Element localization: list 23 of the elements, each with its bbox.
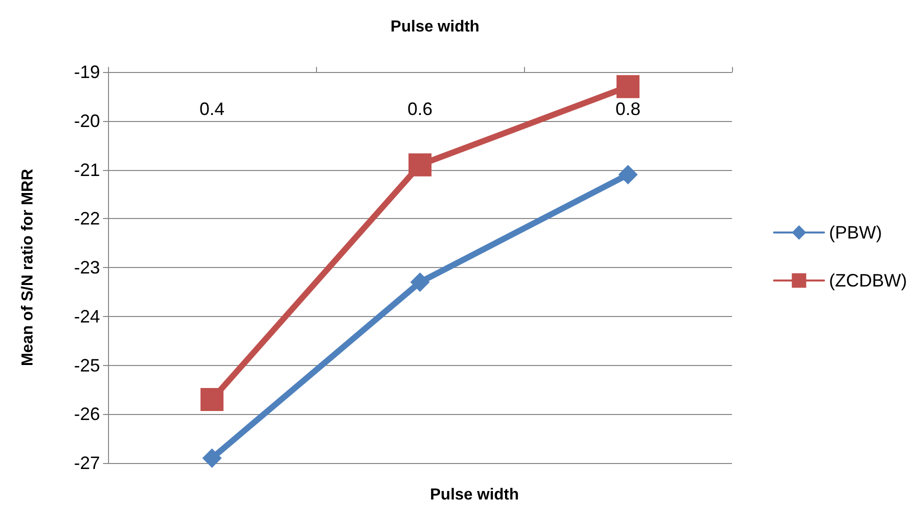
y-tick-label: -19: [74, 62, 100, 82]
y-tick-label: -21: [74, 160, 100, 180]
point: [618, 165, 638, 184]
x-tick-label: 0.4: [199, 99, 225, 119]
chart-title: Pulse width: [390, 18, 480, 36]
point: [410, 272, 430, 292]
point: [408, 153, 432, 176]
legend-label: (ZCDBW): [829, 270, 908, 290]
x-tick-label: 0.6: [407, 99, 433, 119]
y-tick-label: -25: [74, 355, 100, 376]
y-tick-label: -23: [74, 258, 100, 278]
point: [616, 75, 640, 98]
y-tick-label: -26: [74, 404, 100, 424]
point: [200, 388, 224, 411]
legend-label: (PBW): [829, 222, 882, 242]
y-axis-title: Mean of S/N ratio for MRR: [20, 168, 36, 366]
y-tick-label: -20: [74, 110, 100, 131]
y-tick-label: -22: [74, 208, 100, 229]
y-tick-label: -24: [74, 306, 100, 326]
x-axis-title: Pulse width: [430, 486, 519, 504]
point: [202, 448, 222, 468]
x-tick-label: 0.8: [615, 99, 641, 119]
y-tick-label: -27: [74, 453, 100, 473]
